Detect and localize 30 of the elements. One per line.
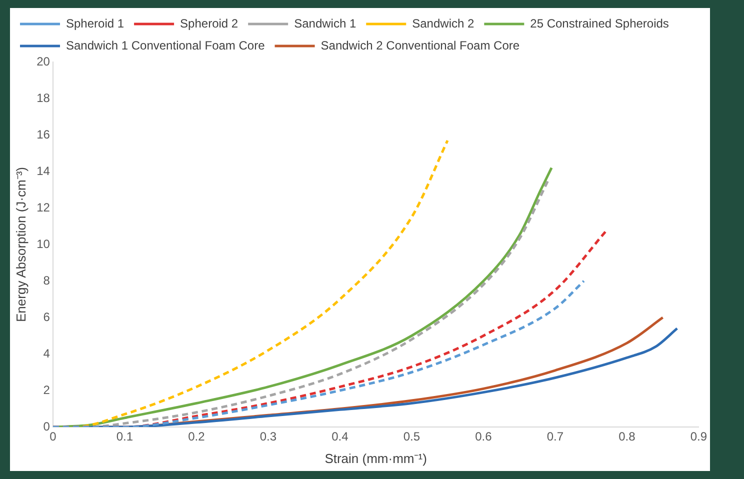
y-tick-label: 20 [36,54,50,68]
x-tick-label: 0.9 [690,430,708,444]
legend-label: Sandwich 2 [412,16,474,30]
x-tick-label: 0.6 [475,430,492,444]
legend-label: Spheroid 1 [66,16,124,30]
x-tick-label: 0.1 [116,430,134,444]
y-tick-label: 16 [36,127,50,142]
legend-label: Sandwich 1 Conventional Foam Core [66,38,266,52]
y-tick-label: 12 [36,200,50,214]
x-tick-label: 0.3 [260,430,277,444]
x-tick-label: 0.2 [188,430,206,444]
y-tick-label: 2 [43,382,50,397]
y-axis-title: Energy Absorption (J·cm⁻³) [13,167,28,322]
y-tick-label: 8 [43,273,50,288]
y-tick-label: 18 [36,90,50,105]
y-tick-label: 6 [43,310,50,324]
legend-label: Spheroid 2 [180,16,238,30]
x-tick-label: 0.7 [546,430,564,444]
y-tick-label: 4 [43,346,50,360]
y-tick-label: 0 [43,419,50,434]
x-axis-title: Strain (mm·mm⁻¹) [324,450,427,466]
legend-label: Sandwich 1 [294,16,356,30]
x-tick-label: 0.5 [403,430,420,444]
legend-label: 25 Constrained Spheroids [530,16,669,30]
x-tick-label: 0.4 [332,430,349,444]
line-series [52,280,586,427]
legend-label: Sandwich 2 Conventional Foam Core [320,38,520,52]
x-tick-label: 0.8 [618,430,636,444]
y-tick-label: 14 [36,164,50,178]
y-tick-label: 10 [36,236,50,251]
